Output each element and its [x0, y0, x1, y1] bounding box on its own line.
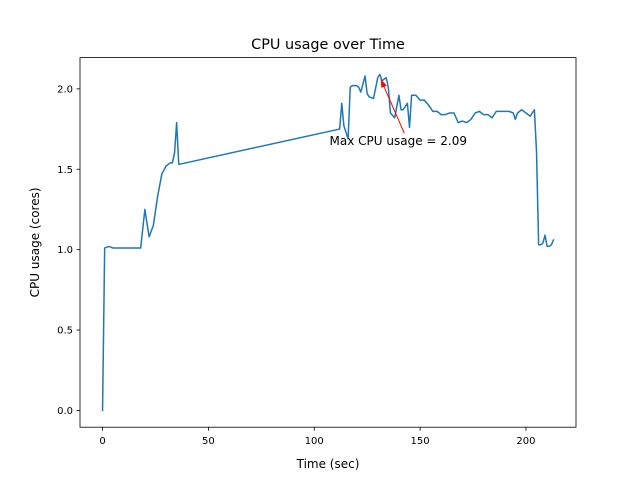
x-tick-label: 0 [99, 436, 105, 447]
annotation-label: Max CPU usage = 2.09 [330, 134, 467, 148]
series-layer [101, 73, 555, 412]
y-axis-ticks: 0.0 0.5 1.0 1.5 2.0 [57, 84, 80, 417]
x-tick-label: 150 [411, 436, 430, 447]
x-axis-label: Time (sec) [296, 457, 360, 471]
y-tick-label: 0.0 [57, 406, 73, 417]
axes-frame [79, 57, 577, 428]
x-tick-label: 50 [202, 436, 215, 447]
y-tick-label: 2.0 [57, 84, 73, 95]
annotation-layer: Max CPU usage = 2.09 [330, 79, 467, 148]
chart-title: CPU usage over Time [251, 37, 405, 53]
y-tick-label: 1.0 [57, 245, 73, 256]
x-axis-ticks: 0 50 100 150 200 [99, 427, 535, 447]
annotation-arrowhead [380, 79, 387, 88]
y-axis-label: CPU usage (cores) [28, 187, 42, 297]
series-line-0 [101, 73, 555, 412]
y-tick-label: 0.5 [57, 326, 73, 337]
plot-area [80, 57, 576, 428]
y-tick-label: 1.5 [57, 165, 73, 176]
annotation-arrow [380, 79, 405, 134]
x-tick-label: 200 [516, 436, 535, 447]
x-tick-label: 100 [305, 436, 324, 447]
